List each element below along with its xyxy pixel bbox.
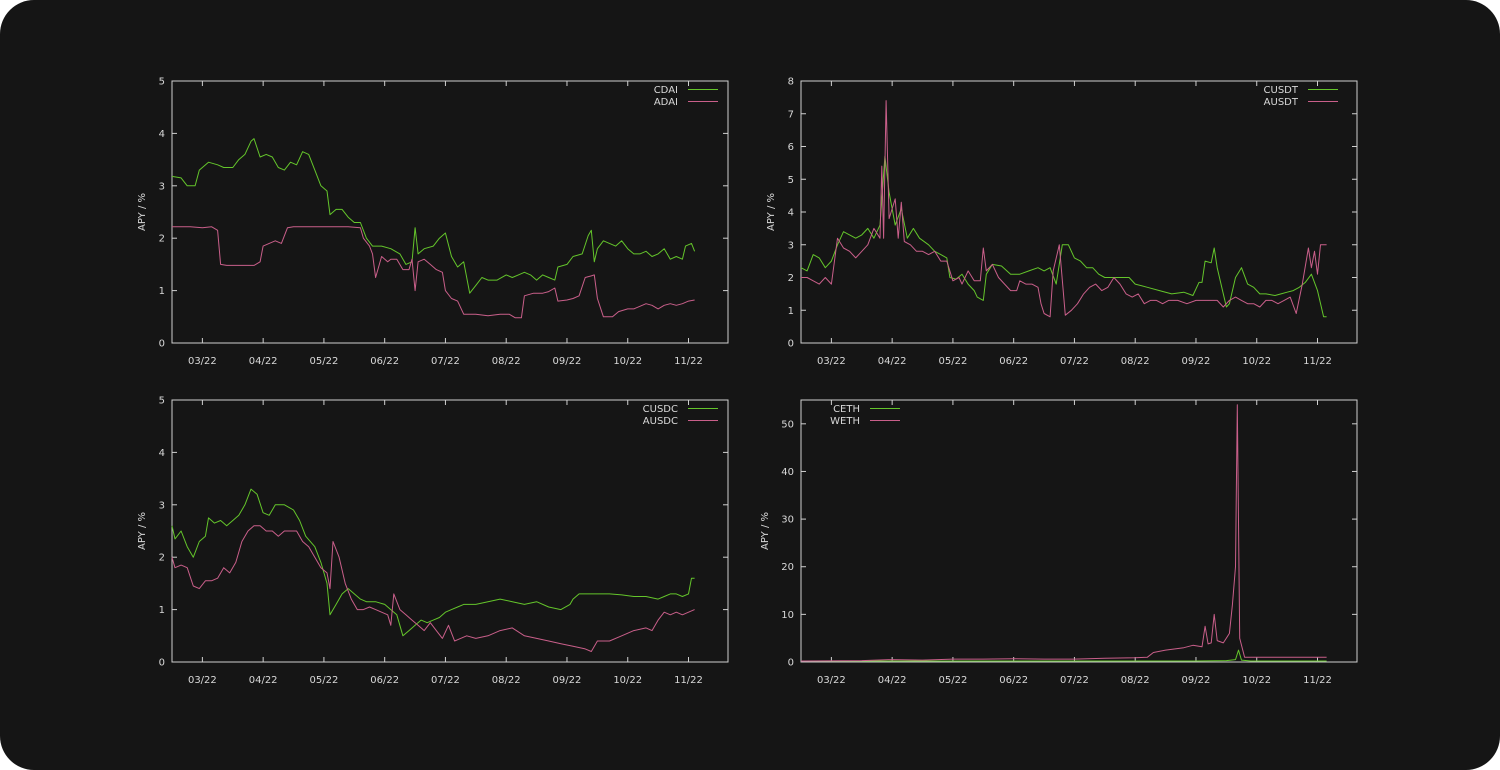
y-tick-label: 5 <box>159 77 165 88</box>
x-tick-label: 05/22 <box>309 356 338 367</box>
y-tick-label: 3 <box>159 181 165 192</box>
y-tick-label: 5 <box>159 396 165 407</box>
legend-label-ausdc: AUSDC <box>643 416 678 427</box>
x-tick-label: 09/22 <box>1182 675 1211 686</box>
x-tick-label: 04/22 <box>249 356 278 367</box>
series-line-ausdc <box>171 525 695 652</box>
x-tick-label: 10/22 <box>613 675 642 686</box>
y-tick-label: 2 <box>159 553 165 564</box>
series-line-ceth <box>801 649 1327 662</box>
y-tick-label: 50 <box>781 419 794 430</box>
y-tick-label: 5 <box>788 175 794 186</box>
x-tick-label: 03/22 <box>817 675 846 686</box>
x-tick-label: 05/22 <box>309 675 338 686</box>
x-tick-label: 04/22 <box>249 675 278 686</box>
legend-label-cusdt: CUSDT <box>1264 85 1299 96</box>
x-tick-label: 07/22 <box>1060 356 1089 367</box>
legend-label-cdai: CDAI <box>654 85 678 96</box>
chart-dai: 0 1 2 3 4 5 03/22 04/22 05/22 06/22 07/22 08/22 09/2… <box>137 77 729 367</box>
series-line-ausdt <box>801 100 1327 318</box>
legend-label-cusdc: CUSDC <box>643 404 678 415</box>
x-tick-label: 09/22 <box>553 356 582 367</box>
series-line-cdai <box>171 138 696 294</box>
y-axis-label: APY / % <box>766 193 777 231</box>
plot-frame <box>800 399 1358 663</box>
y-tick-label: 0 <box>788 339 794 350</box>
series-line-weth <box>800 404 1327 662</box>
plot-frame <box>171 399 729 663</box>
series-line-adai <box>172 226 695 319</box>
y-tick-label: 4 <box>159 129 165 140</box>
chart-usdt: 0 1 2 3 4 5 6 7 8 03/22 04/22 05/22 06/22 07/22 08/22 0… <box>766 77 1358 367</box>
x-tick-label: 06/22 <box>370 356 399 367</box>
y-axis-label: APY / % <box>137 512 148 550</box>
x-tick-label: 05/22 <box>938 675 967 686</box>
y-tick-label: 30 <box>781 515 794 526</box>
plot-frame <box>171 80 729 344</box>
x-tick-label: 07/22 <box>431 356 460 367</box>
x-tick-label: 06/22 <box>999 675 1028 686</box>
x-tick-label: 10/22 <box>1242 675 1271 686</box>
x-tick-label: 10/22 <box>613 356 642 367</box>
y-tick-label: 0 <box>788 658 794 669</box>
y-tick-label: 2 <box>788 273 794 284</box>
series-line-cusdc <box>171 488 695 637</box>
x-tick-label: 08/22 <box>492 356 521 367</box>
y-axis-label: APY / % <box>137 193 148 231</box>
chart-eth: 0 10 20 30 40 50 03/22 04/22 05/22 06/22 07/22 08/2… <box>760 399 1358 686</box>
series-line-cusdt <box>800 155 1327 318</box>
x-tick-label: 07/22 <box>1060 675 1089 686</box>
y-tick-label: 6 <box>788 142 794 153</box>
x-tick-label: 11/22 <box>674 356 703 367</box>
x-tick-label: 07/22 <box>431 675 460 686</box>
y-tick-label: 8 <box>788 77 794 88</box>
y-tick-label: 3 <box>788 240 794 251</box>
x-tick-label: 11/22 <box>1303 356 1332 367</box>
x-tick-label: 09/22 <box>553 675 582 686</box>
legend-label-weth: WETH <box>830 416 860 427</box>
x-tick-label: 11/22 <box>1303 675 1332 686</box>
y-tick-label: 0 <box>159 658 165 669</box>
y-tick-label: 4 <box>159 448 165 459</box>
x-tick-label: 08/22 <box>1121 356 1150 367</box>
x-tick-label: 03/22 <box>188 675 217 686</box>
x-tick-label: 10/22 <box>1242 356 1271 367</box>
legend-label-ceth: CETH <box>833 404 860 415</box>
y-tick-label: 10 <box>781 610 794 621</box>
x-tick-label: 08/22 <box>1121 675 1150 686</box>
y-tick-label: 4 <box>788 208 794 219</box>
x-tick-label: 04/22 <box>878 356 907 367</box>
y-tick-label: 1 <box>159 605 165 616</box>
y-tick-label: 1 <box>788 306 794 317</box>
x-tick-label: 03/22 <box>188 356 217 367</box>
x-tick-label: 06/22 <box>999 356 1028 367</box>
y-tick-label: 1 <box>159 286 165 297</box>
y-tick-label: 2 <box>159 234 165 245</box>
chart-usdc: 0 1 2 3 4 5 03/22 04/22 05/22 06/22 07/22 08/22 09/2… <box>137 396 729 686</box>
y-tick-label: 7 <box>788 109 794 120</box>
x-tick-label: 03/22 <box>817 356 846 367</box>
y-tick-label: 40 <box>781 467 794 478</box>
x-tick-label: 09/22 <box>1182 356 1211 367</box>
x-tick-label: 05/22 <box>938 356 967 367</box>
x-tick-label: 06/22 <box>370 675 399 686</box>
y-axis-label: APY / % <box>760 512 771 550</box>
x-tick-label: 04/22 <box>878 675 907 686</box>
y-tick-label: 0 <box>159 339 165 350</box>
x-tick-label: 11/22 <box>674 675 703 686</box>
x-tick-label: 08/22 <box>492 675 521 686</box>
y-tick-label: 3 <box>159 500 165 511</box>
legend-label-adai: ADAI <box>654 97 678 108</box>
legend-label-ausdt: AUSDT <box>1264 97 1299 108</box>
y-tick-label: 20 <box>781 562 794 573</box>
